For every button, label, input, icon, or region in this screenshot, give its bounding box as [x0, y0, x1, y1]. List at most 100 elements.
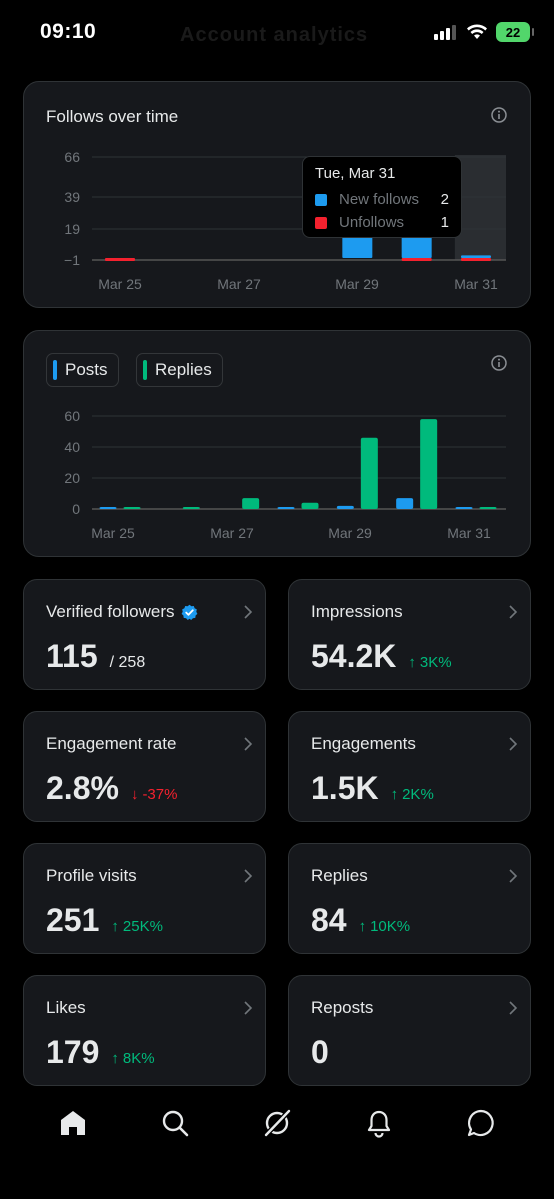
- stat-card-engagement-rate[interactable]: Engagement rate 2.8% ↓ -37%: [23, 711, 266, 822]
- stat-value: 115: [46, 638, 98, 674]
- tooltip-row-unfollows: Unfollows 1: [315, 211, 449, 234]
- stat-title: Engagements: [311, 734, 416, 753]
- tooltip-date: Tue, Mar 31: [315, 165, 396, 182]
- bottom-nav: [0, 1098, 554, 1148]
- x-tick-label: Mar 31: [454, 276, 498, 292]
- y-tick-label: 19: [64, 221, 80, 237]
- posts-swatch: [53, 360, 57, 380]
- unfollows-swatch: [315, 216, 327, 229]
- arrow-up-icon: ↑: [111, 1050, 119, 1067]
- stat-value-row: 2.8% ↓ -37%: [46, 770, 177, 807]
- info-icon[interactable]: [490, 354, 508, 372]
- stat-title: Likes: [46, 998, 86, 1017]
- verified-badge-icon: [181, 604, 197, 620]
- delta-up: ↑ 10K%: [359, 918, 411, 935]
- stat-value-row: 84 ↑ 10K%: [311, 902, 410, 939]
- status-bar: 09:10 Account analytics 22: [0, 0, 554, 68]
- arrow-up-icon: ↑: [408, 654, 416, 671]
- delta-value: 8K%: [122, 1050, 155, 1067]
- legend-chip-replies[interactable]: Replies: [136, 353, 223, 387]
- legend-label: Posts: [65, 360, 108, 379]
- stat-title: Replies: [311, 866, 368, 885]
- nav-search[interactable]: [159, 1107, 191, 1139]
- arrow-down-icon: ↓: [130, 786, 139, 803]
- stat-value: 54.2K: [311, 638, 397, 674]
- stat-value: 0: [311, 1034, 329, 1070]
- tooltip-row-new-follows: New follows 2: [315, 188, 449, 211]
- x-tick-label: Mar 29: [335, 276, 379, 292]
- follows-chart[interactable]: 66 39 19 −1 Mar 25 Mar 27 Mar 29 Mar 31: [0, 0, 554, 310]
- stat-card-replies[interactable]: Replies 84 ↑ 10K%: [288, 843, 531, 954]
- stat-value: 251: [46, 902, 100, 938]
- chart-tooltip: Tue, Mar 31 New follows 2 Unfollows 1: [302, 156, 462, 238]
- stat-value: 1.5K: [311, 770, 379, 806]
- grok-icon: [264, 1109, 291, 1137]
- battery-icon: 22: [496, 22, 534, 42]
- delta-value: -37%: [142, 786, 178, 803]
- arrow-up-icon: ↑: [390, 786, 399, 803]
- delta-down: ↓ -37%: [131, 786, 178, 803]
- stat-value: 179: [46, 1034, 100, 1070]
- follows-chart-title: Follows over time: [46, 107, 179, 126]
- bar-unfollows: [105, 258, 135, 261]
- nav-home[interactable]: [57, 1107, 89, 1139]
- home-icon: [61, 1111, 85, 1135]
- stat-card-profile-visits[interactable]: Profile visits 251 ↑ 25K%: [23, 843, 266, 954]
- tooltip-value: 1: [440, 214, 449, 231]
- nav-notifications[interactable]: [363, 1107, 395, 1139]
- stat-card-engagements[interactable]: Engagements 1.5K ↑ 2K%: [288, 711, 531, 822]
- chevron-right-icon: [509, 869, 518, 883]
- new-follows-swatch: [315, 193, 327, 206]
- legend-label: Replies: [155, 360, 212, 379]
- chevron-right-icon: [244, 869, 253, 883]
- y-tick-label: 39: [64, 189, 80, 205]
- arrow-up-icon: ↑: [111, 918, 119, 935]
- delta-value: 2K%: [402, 786, 434, 803]
- delta-up: ↑ 8K%: [111, 1050, 154, 1067]
- search-icon: [162, 1110, 189, 1137]
- bar-new-follows: [461, 255, 491, 258]
- delta-up: ↑ 2K%: [391, 786, 434, 803]
- chevron-right-icon: [244, 1001, 253, 1015]
- tooltip-label: Unfollows: [339, 214, 405, 231]
- stat-title: Verified followers: [46, 602, 175, 621]
- nav-grok[interactable]: [261, 1107, 293, 1139]
- messages-icon: [467, 1109, 494, 1137]
- info-icon[interactable]: [490, 106, 508, 124]
- stat-total: / 258: [109, 654, 146, 671]
- stat-card-impressions[interactable]: Impressions 54.2K ↑ 3K%: [288, 579, 531, 690]
- stat-title: Profile visits: [46, 866, 137, 885]
- stat-value-row: 115 / 258: [46, 638, 145, 675]
- arrow-up-icon: ↑: [358, 918, 367, 935]
- nav-messages[interactable]: [465, 1107, 497, 1139]
- chevron-right-icon: [509, 605, 518, 619]
- x-tick-label: Mar 25: [98, 276, 142, 292]
- tooltip-value: 2: [440, 191, 449, 208]
- delta-value: 3K%: [419, 654, 452, 671]
- legend-chip-posts[interactable]: Posts: [46, 353, 119, 387]
- stat-value-row: 251 ↑ 25K%: [46, 902, 163, 939]
- stat-value-row: 179 ↑ 8K%: [46, 1034, 155, 1071]
- stat-value-row: 1.5K ↑ 2K%: [311, 770, 434, 807]
- replies-swatch: [143, 360, 147, 380]
- stat-value: 2.8%: [46, 770, 119, 806]
- tooltip-label: New follows: [339, 191, 420, 208]
- delta-value: 25K%: [122, 918, 163, 935]
- chevron-right-icon: [244, 605, 253, 619]
- stat-value: 84: [311, 902, 347, 938]
- highlight-column: [454, 155, 506, 260]
- delta-up: ↑ 3K%: [408, 654, 451, 671]
- status-icons: 22: [434, 22, 534, 42]
- y-tick-label: −1: [64, 252, 80, 268]
- bar-unfollows: [401, 258, 432, 261]
- status-time: 09:10: [40, 20, 97, 43]
- stat-title: Impressions: [311, 602, 403, 621]
- stat-card-reposts[interactable]: Reposts 0: [288, 975, 531, 1086]
- y-tick-label: 66: [64, 149, 80, 165]
- bell-icon: [367, 1110, 391, 1138]
- delta-up: ↑ 25K%: [111, 918, 163, 935]
- stat-title-row: Verified followers: [46, 602, 198, 622]
- stat-card-likes[interactable]: Likes 179 ↑ 8K%: [23, 975, 266, 1086]
- stat-card-verified-followers[interactable]: Verified followers 115 / 258: [23, 579, 266, 690]
- wifi-icon: [467, 24, 487, 39]
